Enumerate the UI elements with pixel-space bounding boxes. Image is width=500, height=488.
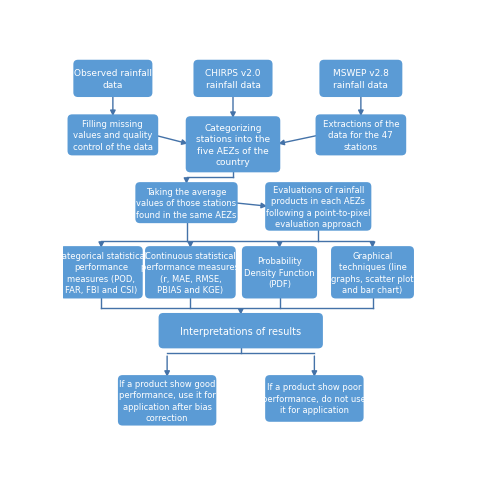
Text: Taking the average
values of those stations
found in the same AEZs: Taking the average values of those stati… — [136, 187, 236, 219]
Text: Categorizing
stations into the
five AEZs of the
country: Categorizing stations into the five AEZs… — [196, 123, 270, 166]
FancyBboxPatch shape — [74, 61, 152, 98]
Text: Extractions of the
data for the 47
stations: Extractions of the data for the 47 stati… — [322, 120, 399, 151]
Text: CHIRPS v2.0
rainfall data: CHIRPS v2.0 rainfall data — [206, 69, 261, 89]
FancyBboxPatch shape — [316, 115, 406, 156]
Text: If a product show poor
performance, do not use
it for application: If a product show poor performance, do n… — [262, 383, 366, 414]
Text: Categorical statistical
performance
measures (POD,
FAR, FBI and CSI): Categorical statistical performance meas… — [56, 251, 147, 294]
FancyBboxPatch shape — [158, 313, 323, 348]
FancyBboxPatch shape — [68, 115, 158, 156]
Text: If a product show good
performance, use it for
application after bias
correction: If a product show good performance, use … — [118, 379, 216, 422]
Text: Interpretations of results: Interpretations of results — [180, 326, 302, 336]
Text: Probability
Density Function
(PDF): Probability Density Function (PDF) — [244, 257, 315, 289]
Text: Evaluations of rainfall
products in each AEZs
following a point-to-pixel
evaluat: Evaluations of rainfall products in each… — [266, 185, 370, 228]
Text: Continuous statistical
performance measures
(r, MAE, RMSE,
PBIAS and KGE): Continuous statistical performance measu… — [142, 251, 240, 294]
FancyBboxPatch shape — [242, 246, 317, 299]
FancyBboxPatch shape — [136, 183, 238, 224]
Text: MSWEP v2.8
rainfall data: MSWEP v2.8 rainfall data — [333, 69, 389, 89]
FancyBboxPatch shape — [60, 246, 142, 299]
FancyBboxPatch shape — [118, 375, 216, 426]
Text: Graphical
techniques (line
graphs, scatter plot
and bar chart): Graphical techniques (line graphs, scatt… — [331, 251, 414, 294]
FancyBboxPatch shape — [320, 61, 402, 98]
Text: Observed rainfall
data: Observed rainfall data — [74, 69, 152, 89]
FancyBboxPatch shape — [265, 183, 372, 231]
Text: Filling missing
values and quality
control of the data: Filling missing values and quality contr… — [73, 120, 153, 151]
FancyBboxPatch shape — [145, 246, 236, 299]
FancyBboxPatch shape — [331, 246, 414, 299]
FancyBboxPatch shape — [194, 61, 272, 98]
FancyBboxPatch shape — [186, 117, 280, 173]
FancyBboxPatch shape — [265, 375, 364, 422]
